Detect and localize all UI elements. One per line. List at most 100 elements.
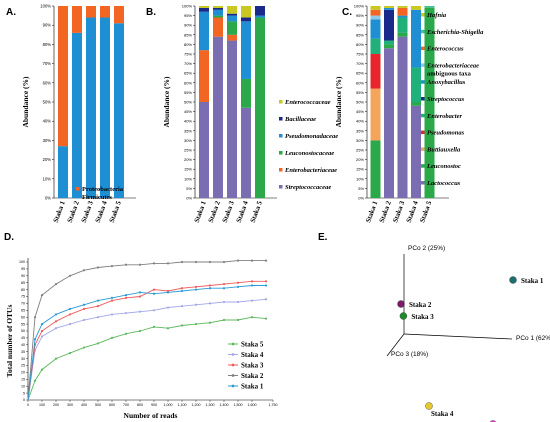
- legend-label: Staka 5: [241, 341, 264, 349]
- data-point: [82, 307, 86, 311]
- data-point: [152, 325, 156, 328]
- y-tick-label: 10%: [356, 176, 364, 181]
- y-tick-label: 80: [21, 288, 25, 292]
- legend-label: Buttiauxella: [426, 146, 461, 153]
- bar-segment: [370, 6, 381, 10]
- bar-segment: [199, 7, 209, 12]
- axis-label: PCo 3 (18%): [391, 351, 428, 358]
- x-tick-label: 0: [27, 403, 29, 407]
- bar-segment: [384, 40, 394, 45]
- data-point: [222, 260, 226, 264]
- data-point: [54, 320, 58, 323]
- data-point: [194, 288, 198, 291]
- data-point: [96, 305, 100, 308]
- x-tick-label: Staka 4: [235, 199, 250, 223]
- y-tick-label: 45%: [356, 109, 364, 114]
- bar-segment: [199, 6, 209, 8]
- bar-segment: [397, 36, 408, 198]
- y-tick-label: 65: [21, 309, 25, 313]
- y-tick-label: 85%: [184, 32, 192, 37]
- bar-segment: [213, 6, 223, 8]
- x-tick-label: 300: [67, 403, 73, 407]
- y-tick-label: 35%: [184, 128, 192, 133]
- data-point: [152, 288, 156, 291]
- bar-segment: [58, 146, 68, 198]
- x-tick-label: Staka 1: [193, 199, 208, 223]
- y-tick-label: 10: [21, 384, 25, 388]
- y-tick-label: 60%: [356, 80, 364, 85]
- data-point: [33, 379, 37, 382]
- y-tick-label: 75%: [184, 52, 192, 57]
- data-point: [138, 310, 142, 313]
- point-label: Staka 2: [409, 301, 432, 309]
- bar-segment: [384, 44, 394, 49]
- bar-segment: [72, 32, 82, 198]
- legend-label: Leuconostocaceae: [284, 150, 334, 157]
- y-tick-label: 10%: [184, 176, 192, 181]
- y-tick-label: 75: [21, 295, 25, 299]
- x-tick-label: Staka 2: [66, 199, 81, 223]
- y-tick-label: 90%: [43, 23, 52, 28]
- x-tick-label: 1,200: [192, 403, 201, 407]
- y-tick-label: 85: [21, 281, 25, 285]
- bar-segment: [213, 9, 223, 16]
- bar-segment: [384, 6, 394, 8]
- y-tick-label: 95: [21, 267, 25, 271]
- y-tick-label: 65%: [184, 71, 192, 76]
- data-point: [222, 282, 226, 286]
- legend-swatch: [421, 97, 425, 101]
- bar-segment: [411, 6, 421, 10]
- data-point: [264, 298, 268, 301]
- data-point: [264, 259, 268, 262]
- data-point: [166, 262, 170, 265]
- data-point: [68, 307, 72, 311]
- y-tick-label: 60: [21, 315, 25, 319]
- y-tick-label: 5%: [186, 186, 192, 191]
- y-tick-label: 45%: [184, 109, 192, 114]
- x-tick-label: 1,600: [248, 403, 257, 407]
- y-tick-label: 40%: [356, 119, 364, 124]
- y-tick-label: 40: [21, 343, 25, 347]
- bar-segment: [227, 15, 237, 22]
- data-point: [40, 323, 44, 326]
- y-tick-label: 0%: [45, 196, 51, 201]
- y-tick-label: 95%: [356, 13, 364, 18]
- y-tick-label: 20%: [356, 157, 364, 162]
- bar-segment: [384, 9, 394, 41]
- legend-swatch: [421, 147, 425, 151]
- y-tick-label: 80%: [356, 42, 364, 47]
- data-point: [152, 309, 156, 312]
- data-point: [208, 302, 212, 305]
- x-tick-label: 1,400: [220, 403, 229, 407]
- legend-swatch: [279, 185, 283, 189]
- y-tick-label: 70: [21, 302, 25, 306]
- legend-label: Streptococcaceae: [285, 184, 331, 191]
- legend-label: Enterococcus: [426, 46, 464, 53]
- y-tick-label: 30: [21, 357, 25, 361]
- bar-segment: [227, 40, 237, 199]
- data-point: [180, 324, 184, 327]
- bar-segment: [255, 15, 265, 18]
- y-tick-label: 0: [23, 398, 25, 402]
- bar-segment: [370, 140, 381, 198]
- data-point: [264, 284, 268, 287]
- bar-segment: [199, 102, 209, 198]
- legend-label: Enterobacteriaceae: [284, 167, 337, 174]
- axis-label: PCo 1 (62%): [516, 335, 550, 342]
- bar-segment: [370, 88, 381, 141]
- x-tick-label: 600: [109, 403, 115, 407]
- x-tick-label: Staka 5: [418, 199, 433, 223]
- data-point: [54, 282, 58, 286]
- y-tick-label: 55%: [184, 90, 192, 95]
- data-point: [180, 260, 184, 264]
- bar-segment: [370, 19, 381, 39]
- data-point: [110, 336, 114, 339]
- bar-segment: [213, 15, 223, 18]
- bar-segment: [227, 13, 237, 16]
- x-tick-label: Staka 5: [108, 199, 123, 223]
- y-tick-label: 25%: [356, 148, 364, 153]
- y-tick-label: 50: [21, 329, 25, 333]
- bar-segment: [213, 7, 223, 10]
- x-tick-label: Staka 1: [52, 199, 67, 223]
- legend-label: Bacillaceae: [284, 116, 316, 123]
